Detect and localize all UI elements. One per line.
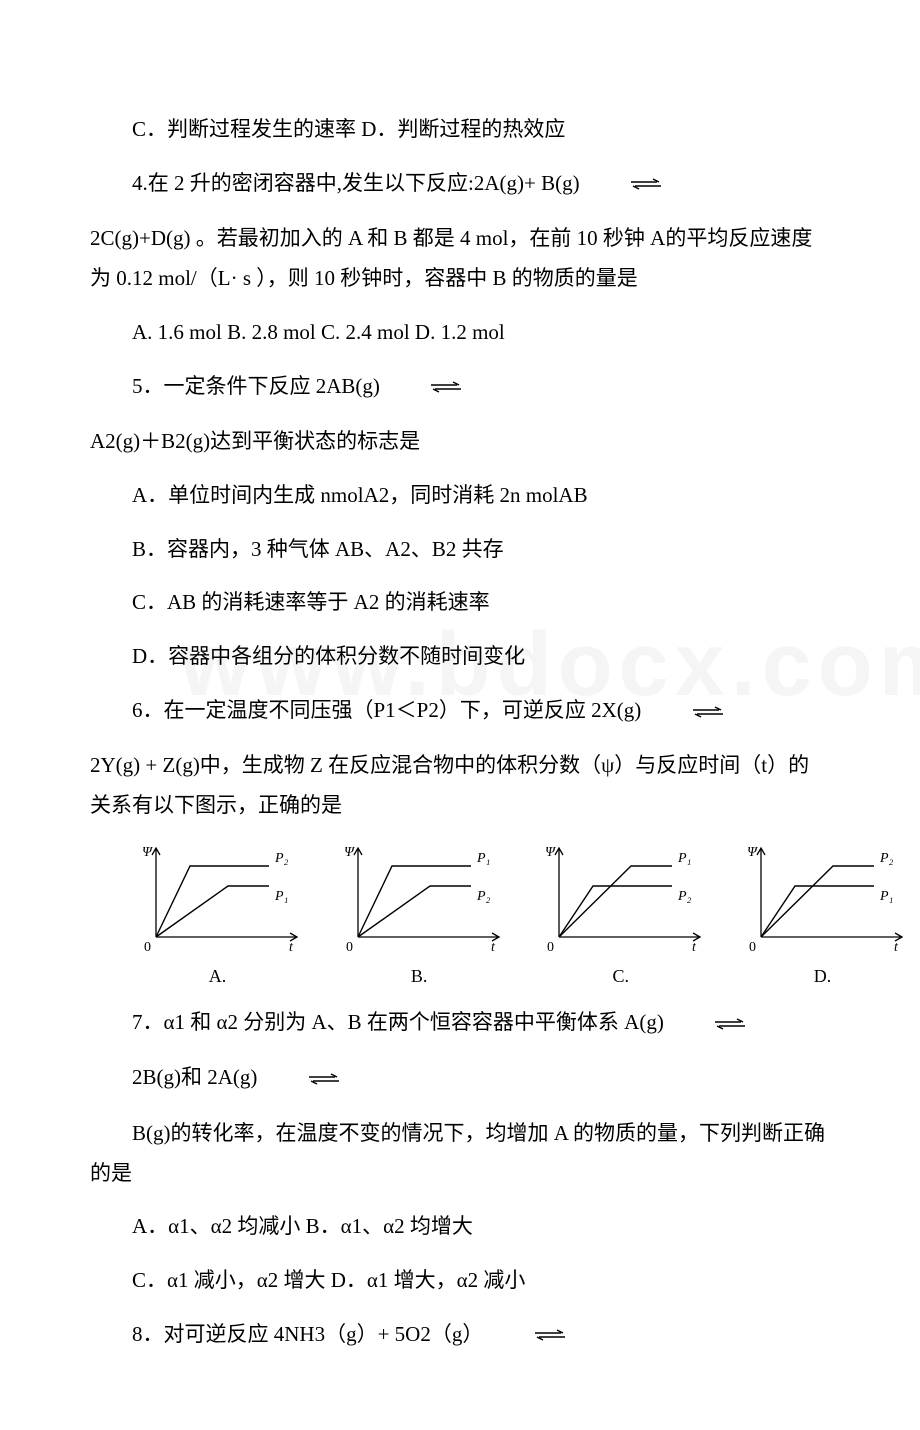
q6-charts-row: P₂ P₁ Ψ 0 t A. P₁ P₂ Ψ 0 t B. P₁ P₂ Ψ 0 …	[130, 840, 910, 993]
svg-text:0: 0	[346, 940, 353, 955]
q8-stem: 8．对可逆反应 4NH3（g）+ 5O2（g）	[90, 1315, 830, 1356]
equilibrium-arrow-icon	[265, 1060, 341, 1100]
svg-text:0: 0	[547, 940, 554, 955]
svg-text:0: 0	[144, 940, 151, 955]
q7-mid-text: 2B(g)和 2A(g)	[132, 1065, 257, 1089]
svg-text:t: t	[491, 940, 496, 955]
chart-C: P₁ P₂ Ψ 0 t C.	[533, 840, 708, 993]
chart-label: C.	[613, 959, 630, 993]
q5-option-d: D．容器中各组分的体积分数不随时间变化	[90, 637, 830, 677]
svg-text:Ψ: Ψ	[747, 845, 758, 860]
svg-text:t: t	[692, 940, 697, 955]
q4-body: 2C(g)+D(g) 。若最初加入的 A 和 B 都是 4 mol，在前 10 …	[90, 219, 830, 299]
q7-stem-text: 7．α1 和 α2 分别为 A、B 在两个恒容容器中平衡体系 A(g)	[132, 1010, 664, 1034]
svg-text:P₂: P₂	[274, 851, 289, 866]
q8-stem-text: 8．对可逆反应 4NH3（g）+ 5O2（g）	[132, 1322, 483, 1346]
equilibrium-arrow-icon	[587, 165, 663, 205]
q7-body: B(g)的转化率，在温度不变的情况下，均增加 A 的物质的量，下列判断正确的是	[90, 1114, 830, 1194]
q7-stem: 7．α1 和 α2 分别为 A、B 在两个恒容容器中平衡体系 A(g)	[90, 1003, 830, 1044]
q5-stem: 5．一定条件下反应 2AB(g)	[90, 367, 830, 408]
equilibrium-arrow-icon	[671, 1005, 747, 1045]
q6-stem: 6．在一定温度不同压强（P1＜P2）下，可逆反应 2X(g)	[90, 691, 830, 732]
chart-D: P₂ P₁ Ψ 0 t D.	[735, 840, 910, 993]
chart-A: P₂ P₁ Ψ 0 t A.	[130, 840, 305, 993]
svg-text:P₂: P₂	[677, 889, 692, 904]
chart-label: D.	[814, 959, 832, 993]
q3-options-cd: C．判断过程发生的速率 D．判断过程的热效应	[90, 110, 830, 150]
svg-text:Ψ: Ψ	[545, 845, 556, 860]
equilibrium-arrow-icon	[491, 1316, 567, 1356]
q7-options-ab: A．α1、α2 均减小 B．α1、α2 均增大	[90, 1207, 830, 1247]
svg-text:t: t	[289, 940, 294, 955]
q4-options: A. 1.6 mol B. 2.8 mol C. 2.4 mol D. 1.2 …	[90, 313, 830, 353]
q4-stem-text: 4.在 2 升的密闭容器中,发生以下反应:2A(g)+ B(g)	[132, 171, 580, 195]
q5-option-b: B．容器内，3 种气体 AB、A2、B2 共存	[90, 530, 830, 570]
svg-text:P₂: P₂	[476, 889, 491, 904]
q5-body: A2(g)＋B2(g)达到平衡状态的标志是	[90, 422, 830, 462]
q5-stem-text: 5．一定条件下反应 2AB(g)	[132, 374, 380, 398]
chart-label: A.	[209, 959, 227, 993]
svg-text:0: 0	[749, 940, 756, 955]
svg-text:P₁: P₁	[677, 851, 691, 866]
q5-option-a: A．单位时间内生成 nmolA2，同时消耗 2n molAB	[90, 476, 830, 516]
svg-text:P₁: P₁	[274, 889, 288, 904]
q7-options-cd: C．α1 减小，α2 增大 D．α1 增大，α2 减小	[90, 1261, 830, 1301]
svg-text:P₂: P₂	[879, 851, 894, 866]
svg-text:Ψ: Ψ	[344, 845, 355, 860]
equilibrium-arrow-icon	[387, 368, 463, 408]
q6-body: 2Y(g) + Z(g)中，生成物 Z 在反应混合物中的体积分数（ψ）与反应时间…	[90, 746, 830, 826]
svg-text:P₁: P₁	[879, 889, 893, 904]
q6-stem-text: 6．在一定温度不同压强（P1＜P2）下，可逆反应 2X(g)	[132, 698, 641, 722]
q7-mid: 2B(g)和 2A(g)	[90, 1058, 830, 1099]
svg-text:t: t	[894, 940, 899, 955]
chart-B: P₁ P₂ Ψ 0 t B.	[332, 840, 507, 993]
equilibrium-arrow-icon	[649, 693, 725, 733]
svg-text:P₁: P₁	[476, 851, 490, 866]
svg-text:Ψ: Ψ	[142, 845, 153, 860]
q4-stem: 4.在 2 升的密闭容器中,发生以下反应:2A(g)+ B(g)	[90, 164, 830, 205]
chart-label: B.	[411, 959, 428, 993]
q5-option-c: C．AB 的消耗速率等于 A2 的消耗速率	[90, 583, 830, 623]
